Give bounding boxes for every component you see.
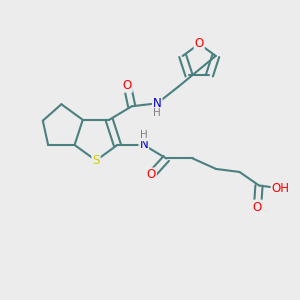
- Text: O: O: [123, 79, 132, 92]
- Text: OH: OH: [272, 182, 290, 195]
- Text: N: N: [153, 97, 162, 110]
- Text: O: O: [195, 38, 204, 50]
- Text: O: O: [147, 169, 156, 182]
- Text: O: O: [253, 201, 262, 214]
- Text: N: N: [140, 139, 148, 152]
- Text: S: S: [92, 154, 100, 167]
- Text: H: H: [153, 108, 161, 118]
- Text: H: H: [140, 130, 148, 140]
